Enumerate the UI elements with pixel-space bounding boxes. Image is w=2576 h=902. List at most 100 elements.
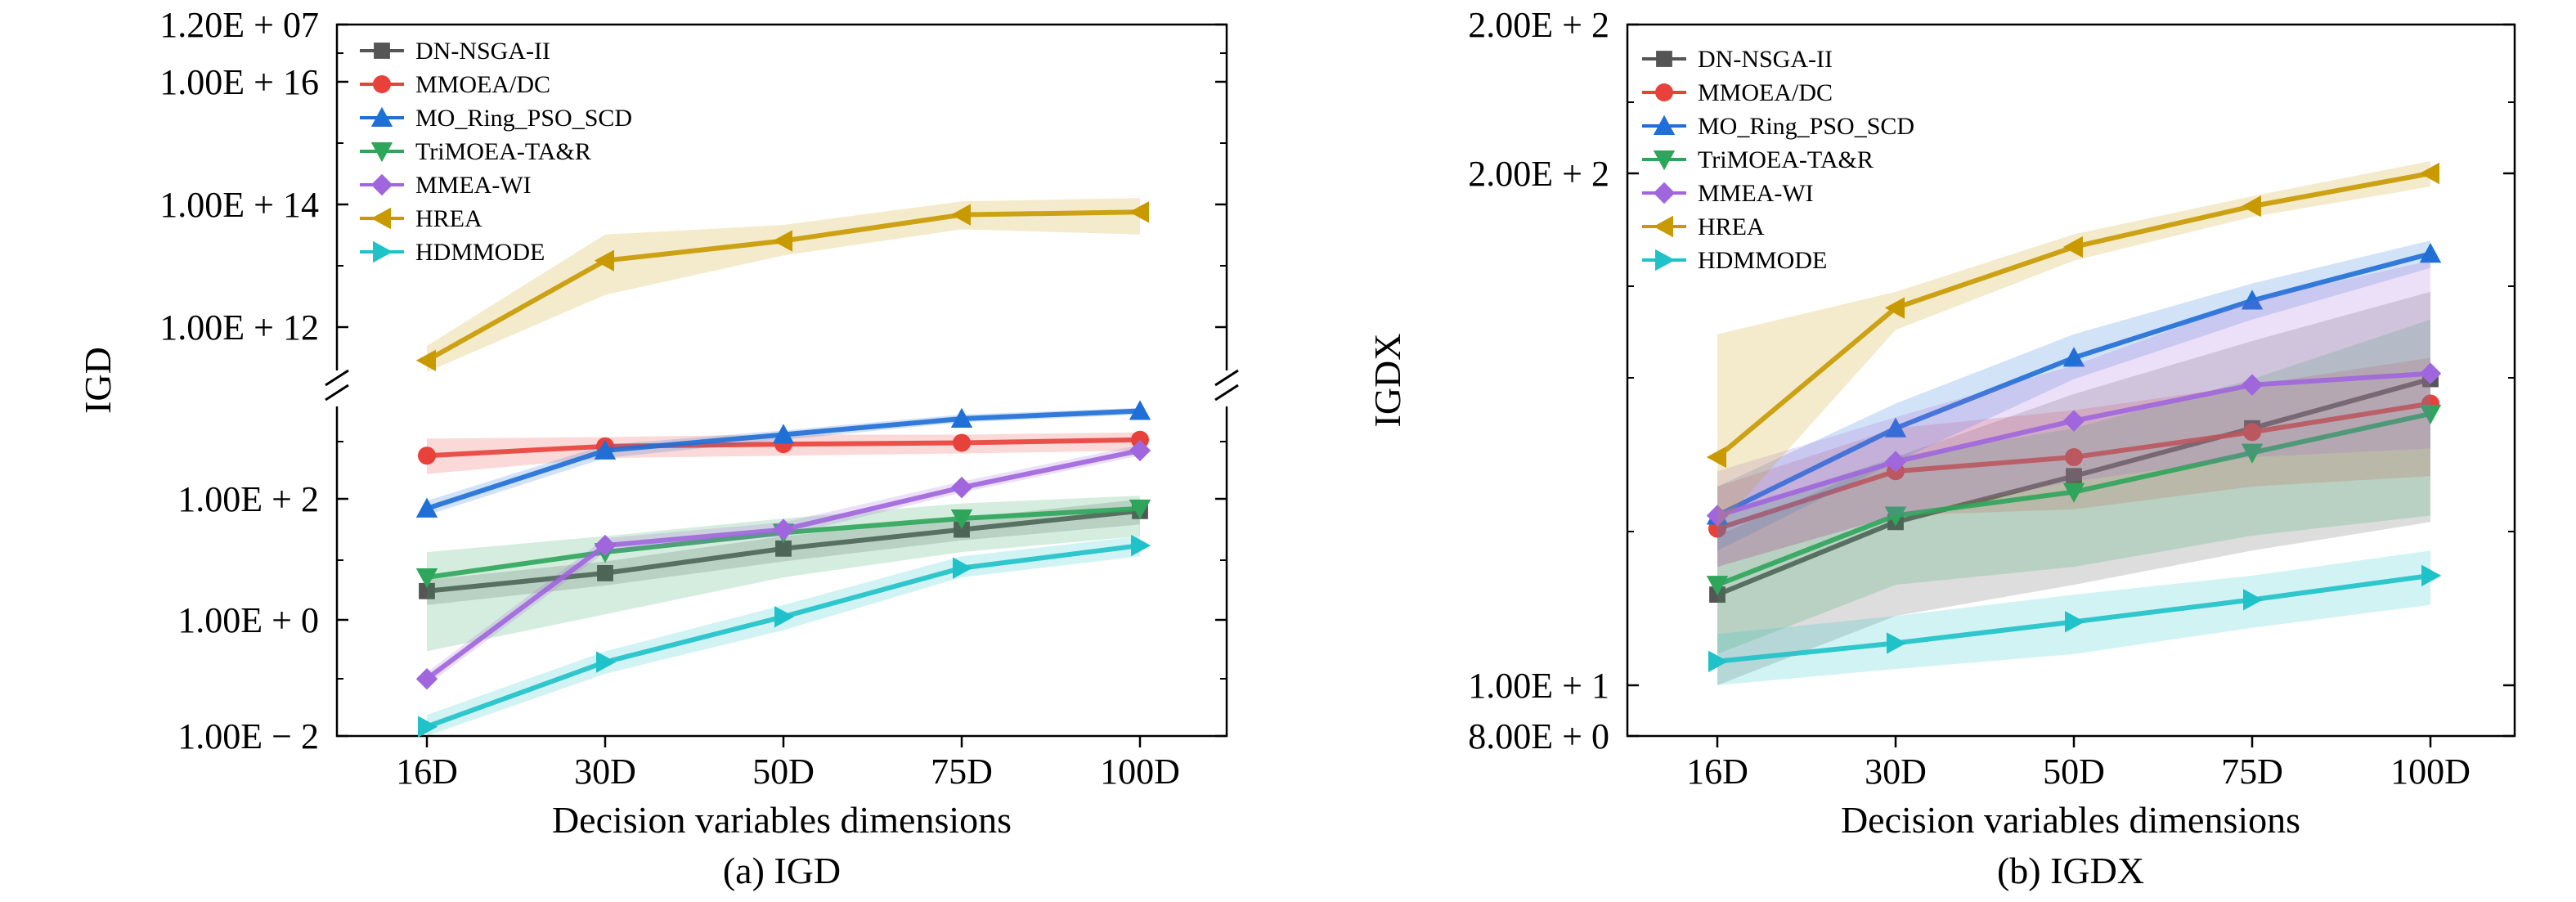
- igd-break-mark-left-1: [325, 369, 349, 387]
- point-mo-ring-pso-scd-75D: [950, 407, 973, 428]
- point-mmea-wi-75D: [2241, 374, 2264, 396]
- point-hrea-100D: [1129, 201, 1149, 223]
- igd-ytick-label-lower-1: 1.00E + 0: [177, 600, 319, 640]
- point-hdmmode-50D: [2065, 611, 2085, 633]
- legend-entry-hdmmode: HDMMODE: [1698, 247, 1827, 274]
- igdx-ytick-label-0: 2.00E + 2: [1468, 5, 1609, 45]
- series-mo-ring-pso-scd: [415, 400, 1151, 518]
- point-hdmmode-75D: [953, 557, 973, 579]
- igdx-ytick-label-2: 1.00E + 1: [1468, 666, 1609, 706]
- igd-ytick-label-lower-2: 1.00E − 2: [177, 716, 319, 756]
- point-trimoea-ta-r-100D: [2419, 404, 2442, 425]
- legend-entry-dn-nsga-ii: DN-NSGA-II: [415, 38, 550, 65]
- igdx-y-axis-label: IGDX: [1367, 334, 1408, 428]
- igd-xtick-label-50D: 50D: [752, 752, 815, 792]
- point-mo-ring-pso-scd-100D: [2419, 243, 2442, 263]
- point-hrea-50D: [772, 230, 792, 252]
- legend-entry-trimoea-ta-r: TriMOEA-TA&R: [415, 138, 591, 165]
- point-mmea-wi-50D: [2062, 410, 2085, 432]
- igd-xtick-label-30D: 30D: [574, 752, 636, 792]
- legend-entry-mmoea-dc: MMOEA/DC: [1698, 79, 1833, 106]
- band-mmea-wi: [427, 445, 1140, 686]
- band-trimoea-ta-r: [427, 496, 1140, 652]
- legend-entry-trimoea-ta-r: TriMOEA-TA&R: [1698, 146, 1874, 173]
- band-mo-ring-pso-scd: [1717, 240, 2430, 551]
- series-hdmmode: [418, 534, 1151, 738]
- series-hrea: [415, 198, 1149, 372]
- igd-break-mark-left-2: [325, 384, 349, 402]
- series-hdmmode: [1708, 550, 2442, 685]
- point-mo-ring-pso-scd-100D: [1129, 400, 1151, 420]
- point-dn-nsga-ii-16D: [419, 582, 435, 599]
- point-hdmmode-30D: [1887, 632, 1907, 654]
- igd-xtick-label-100D: 100D: [1100, 752, 1180, 792]
- point-hdmmode-75D: [2243, 589, 2264, 611]
- legend: DN-NSGA-II MMOEA/DC MO_Ring_PSO_SCD TriMOEA…: [360, 38, 632, 266]
- igdx-xtick-label-50D: 50D: [2043, 752, 2105, 792]
- igdx-plot-frame: [1626, 23, 2516, 738]
- point-trimoea-ta-r-100D: [1129, 499, 1151, 520]
- igdx-xtick-label-75D: 75D: [2221, 752, 2283, 792]
- legend: DN-NSGA-II MMOEA/DC MO_Ring_PSO_SCD TriMOEA…: [1642, 46, 1914, 274]
- point-mmea-wi-75D: [950, 476, 973, 499]
- legend-marker-mmoea-dc: [1655, 83, 1673, 101]
- igd-break-mark-right-1: [1214, 369, 1239, 387]
- point-hrea-30D: [594, 249, 614, 271]
- igdx-x-axis-label: Decision variables dimensions: [1841, 799, 2300, 841]
- series-mmea-wi: [415, 439, 1151, 690]
- igd-xtick-label-16D: 16D: [396, 752, 458, 792]
- igd-y-axis-label: IGD: [77, 347, 119, 414]
- point-mmea-wi-16D: [1706, 505, 1729, 527]
- point-hrea-100D: [2419, 162, 2439, 185]
- band-hrea: [427, 198, 1140, 372]
- point-hdmmode-16D: [1708, 650, 1729, 672]
- legend-marker-trimoea-ta-r: [1653, 150, 1676, 171]
- legend-marker-hrea: [370, 207, 391, 230]
- legend-marker-trimoea-ta-r: [370, 142, 393, 163]
- point-mmoea-dc-50D: [2065, 448, 2083, 467]
- igd-caption: (a) IGD: [723, 850, 841, 891]
- point-hrea-75D: [2241, 195, 2261, 218]
- point-trimoea-ta-r-16D: [1706, 576, 1729, 596]
- point-hrea-16D: [1706, 446, 1726, 469]
- point-trimoea-ta-r-75D: [950, 509, 973, 530]
- legend-entry-dn-nsga-ii: DN-NSGA-II: [1698, 46, 1833, 73]
- point-hrea-16D: [415, 349, 436, 371]
- igdx-xtick-label-30D: 30D: [1865, 752, 1927, 792]
- igd-ytick-label-upper-0: 1.20E + 07: [159, 5, 319, 45]
- igd-xtick-label-75D: 75D: [931, 752, 993, 792]
- igdx-ytick-label-1: 2.00E + 2: [1468, 154, 1609, 194]
- igdx-ytick-label-3: 8.00E + 0: [1468, 716, 1609, 756]
- legend-marker-hrea: [1653, 215, 1673, 238]
- series-mmea-wi: [1706, 260, 2442, 568]
- point-hrea-30D: [1884, 297, 1905, 319]
- point-hdmmode-50D: [774, 605, 795, 628]
- legend-entry-hdmmode: HDMMODE: [415, 239, 545, 266]
- band-hrea: [1717, 160, 2430, 529]
- point-mo-ring-pso-scd-30D: [1884, 417, 1907, 438]
- point-hdmmode-30D: [596, 651, 617, 673]
- point-mmea-wi-100D: [2419, 362, 2442, 384]
- legend-marker-mo-ring-pso-scd: [370, 106, 393, 127]
- point-mmea-wi-50D: [772, 518, 795, 541]
- point-mmoea-dc-75D: [2243, 423, 2261, 442]
- point-mo-ring-pso-scd-50D: [772, 424, 795, 444]
- legend-entry-mmoea-dc: MMOEA/DC: [415, 71, 550, 98]
- legend-entry-mmea-wi: MMEA-WI: [415, 172, 532, 199]
- point-hdmmode-100D: [1131, 534, 1151, 557]
- point-dn-nsga-ii-50D: [775, 540, 792, 557]
- legend-entry-mmea-wi: MMEA-WI: [1698, 180, 1814, 207]
- legend-entry-hrea: HREA: [1698, 213, 1765, 240]
- igd-ytick-label-upper-1: 1.00E + 16: [159, 62, 319, 102]
- point-mo-ring-pso-scd-50D: [2062, 347, 2085, 367]
- series-trimoea-ta-r: [1706, 319, 2442, 654]
- point-mo-ring-pso-scd-16D: [415, 497, 438, 518]
- point-mo-ring-pso-scd-30D: [594, 439, 617, 460]
- legend-marker-mmea-wi: [370, 173, 393, 196]
- igdx-xtick-label-100D: 100D: [2390, 752, 2471, 792]
- point-trimoea-ta-r-16D: [415, 568, 438, 589]
- point-hdmmode-16D: [418, 716, 438, 738]
- legend-marker-dn-nsga-ii: [1656, 51, 1672, 67]
- igd-x-axis-label: Decision variables dimensions: [552, 799, 1012, 841]
